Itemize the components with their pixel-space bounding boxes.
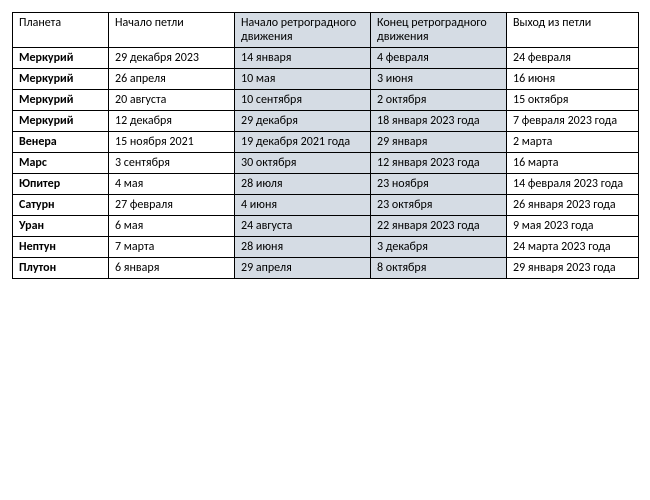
cell-retro-start: 24 августа xyxy=(235,216,371,237)
cell-retro-end: 2 октября xyxy=(371,90,507,111)
cell-retro-end: 8 октября xyxy=(371,258,507,279)
cell-retro-start: 28 июня xyxy=(235,237,371,258)
table-row: Нептун 7 марта 28 июня 3 декабря 24 март… xyxy=(13,237,639,258)
cell-loop-end: 2 марта xyxy=(507,132,639,153)
col-header-retro-start: Начало ретроградного движения xyxy=(235,13,371,48)
cell-retro-end: 22 января 2023 года xyxy=(371,216,507,237)
cell-retro-end: 29 января xyxy=(371,132,507,153)
cell-retro-end: 12 января 2023 года xyxy=(371,153,507,174)
cell-planet: Меркурий xyxy=(13,90,109,111)
cell-retro-start: 14 января xyxy=(235,48,371,69)
col-header-planet: Планета xyxy=(13,13,109,48)
cell-planet: Юпитер xyxy=(13,174,109,195)
cell-loop-start: 29 декабря 2023 xyxy=(109,48,235,69)
cell-retro-start: 19 декабря 2021 года xyxy=(235,132,371,153)
cell-planet: Сатурн xyxy=(13,195,109,216)
cell-loop-end: 29 января 2023 года xyxy=(507,258,639,279)
cell-planet: Марс xyxy=(13,153,109,174)
cell-retro-end: 18 января 2023 года xyxy=(371,111,507,132)
cell-retro-start: 30 октября xyxy=(235,153,371,174)
cell-loop-end: 7 февраля 2023 года xyxy=(507,111,639,132)
cell-retro-start: 10 сентября xyxy=(235,90,371,111)
cell-loop-end: 24 марта 2023 года xyxy=(507,237,639,258)
cell-planet: Венера xyxy=(13,132,109,153)
cell-retro-start: 29 декабря xyxy=(235,111,371,132)
cell-loop-start: 6 мая xyxy=(109,216,235,237)
col-header-loop-start: Начало петли xyxy=(109,13,235,48)
cell-planet: Меркурий xyxy=(13,48,109,69)
cell-loop-end: 14 февраля 2023 года xyxy=(507,174,639,195)
cell-planet: Нептун xyxy=(13,237,109,258)
cell-retro-end: 23 ноября xyxy=(371,174,507,195)
cell-loop-end: 9 мая 2023 года xyxy=(507,216,639,237)
cell-loop-end: 16 марта xyxy=(507,153,639,174)
cell-retro-start: 28 июля xyxy=(235,174,371,195)
cell-planet: Меркурий xyxy=(13,69,109,90)
cell-loop-start: 15 ноября 2021 xyxy=(109,132,235,153)
table-header-row: Планета Начало петли Начало ретроградног… xyxy=(13,13,639,48)
table-row: Уран 6 мая 24 августа 22 января 2023 год… xyxy=(13,216,639,237)
col-header-retro-end: Конец ретроградного движения xyxy=(371,13,507,48)
cell-loop-start: 3 сентября xyxy=(109,153,235,174)
cell-planet: Уран xyxy=(13,216,109,237)
table-row: Сатурн 27 февраля 4 июня 23 октября 26 я… xyxy=(13,195,639,216)
table-row: Плутон 6 января 29 апреля 8 октября 29 я… xyxy=(13,258,639,279)
cell-loop-start: 27 февраля xyxy=(109,195,235,216)
cell-retro-end: 3 июня xyxy=(371,69,507,90)
cell-retro-end: 23 октября xyxy=(371,195,507,216)
cell-retro-end: 3 декабря xyxy=(371,237,507,258)
table-row: Марс 3 сентября 30 октября 12 января 202… xyxy=(13,153,639,174)
cell-loop-start: 12 декабря xyxy=(109,111,235,132)
table-row: Венера 15 ноября 2021 19 декабря 2021 го… xyxy=(13,132,639,153)
col-header-loop-end: Выход из петли xyxy=(507,13,639,48)
cell-loop-start: 6 января xyxy=(109,258,235,279)
cell-retro-end: 4 февраля xyxy=(371,48,507,69)
table-row: Меркурий 29 декабря 2023 14 января 4 фев… xyxy=(13,48,639,69)
cell-planet: Меркурий xyxy=(13,111,109,132)
cell-retro-start: 29 апреля xyxy=(235,258,371,279)
table-row: Меркурий 12 декабря 29 декабря 18 января… xyxy=(13,111,639,132)
cell-loop-start: 20 августа xyxy=(109,90,235,111)
cell-loop-start: 26 апреля xyxy=(109,69,235,90)
retrograde-table: Планета Начало петли Начало ретроградног… xyxy=(12,12,639,279)
cell-loop-start: 4 мая xyxy=(109,174,235,195)
cell-loop-end: 16 июня xyxy=(507,69,639,90)
table-row: Юпитер 4 мая 28 июля 23 ноября 14 феврал… xyxy=(13,174,639,195)
cell-loop-start: 7 марта xyxy=(109,237,235,258)
cell-loop-end: 26 января 2023 года xyxy=(507,195,639,216)
table-row: Меркурий 26 апреля 10 мая 3 июня 16 июня xyxy=(13,69,639,90)
cell-planet: Плутон xyxy=(13,258,109,279)
cell-retro-start: 4 июня xyxy=(235,195,371,216)
cell-loop-end: 24 февраля xyxy=(507,48,639,69)
cell-loop-end: 15 октября xyxy=(507,90,639,111)
table-row: Меркурий 20 августа 10 сентября 2 октябр… xyxy=(13,90,639,111)
cell-retro-start: 10 мая xyxy=(235,69,371,90)
table-body: Меркурий 29 декабря 2023 14 января 4 фев… xyxy=(13,48,639,279)
